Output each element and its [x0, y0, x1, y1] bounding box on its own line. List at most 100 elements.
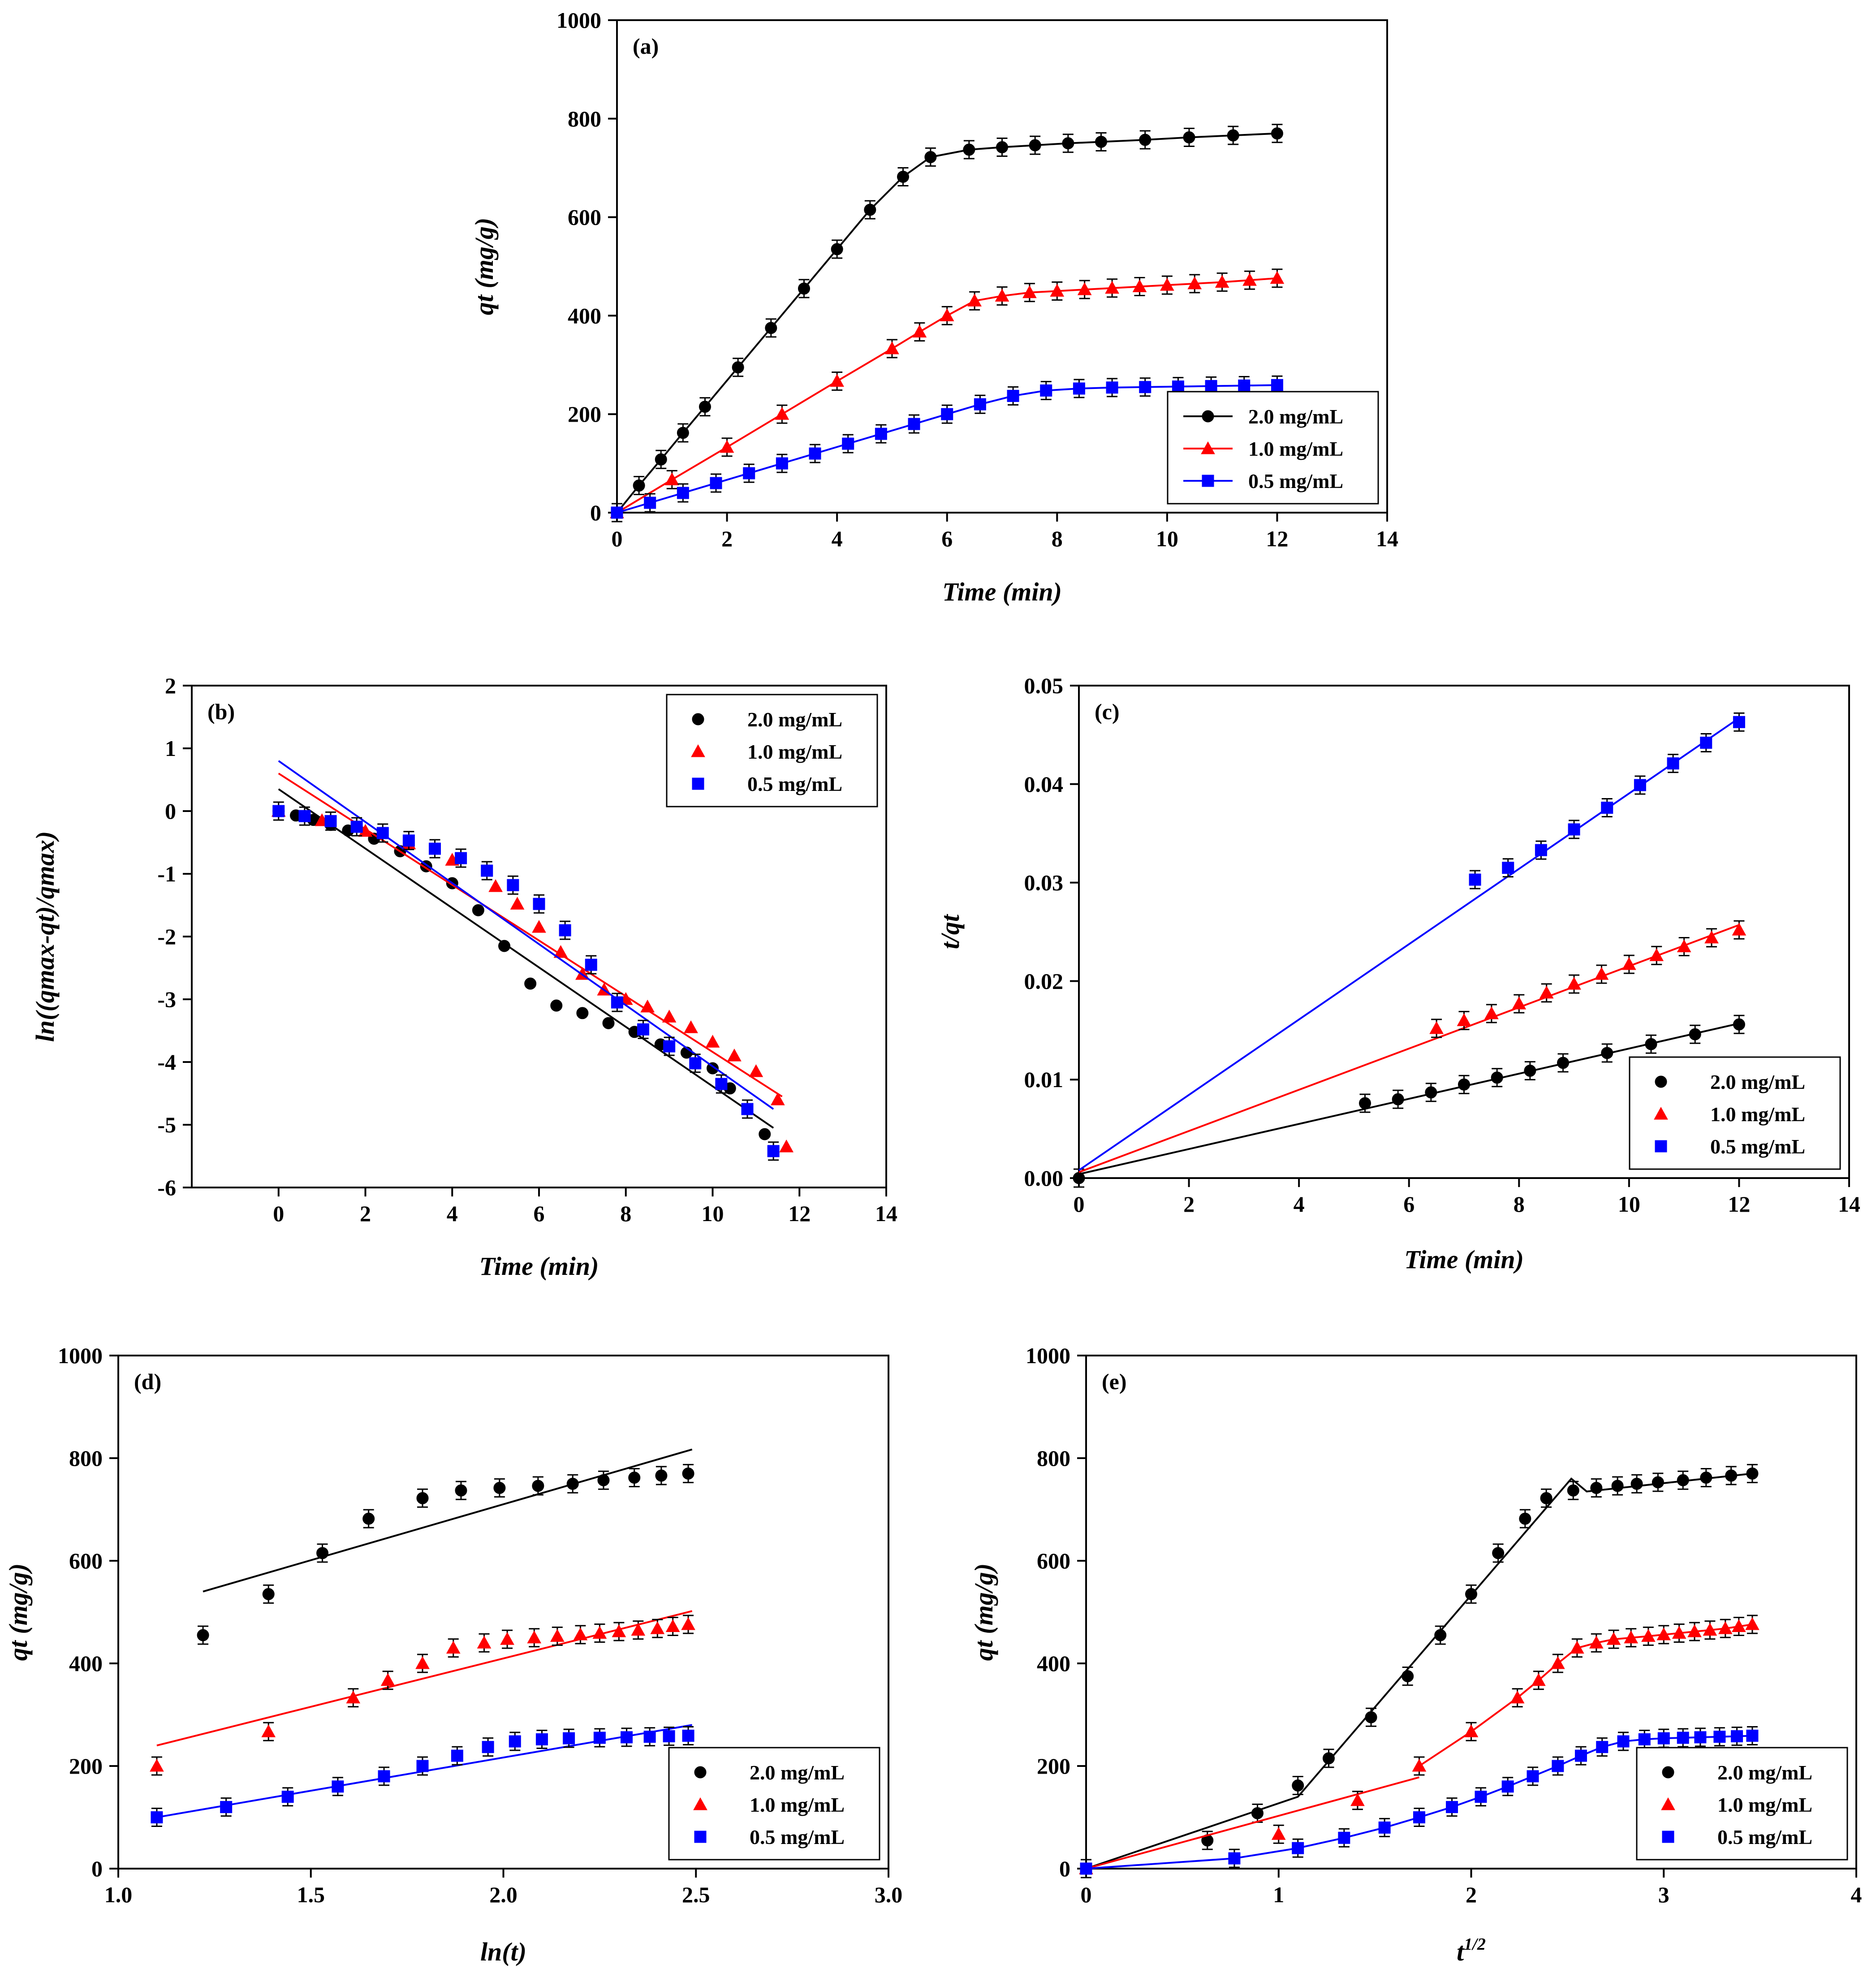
panel-e-legend-marker	[1662, 1831, 1674, 1843]
panel-a-data-point	[1271, 127, 1283, 140]
panel-c-ytick-label: 0.03	[1024, 870, 1064, 895]
panel-e-data-point	[1527, 1770, 1539, 1783]
panel-e-data-point	[1228, 1852, 1241, 1865]
panel-b-data-point	[498, 940, 510, 952]
panel-b-legend-label: 2.0 mg/mL	[747, 708, 842, 731]
panel-e-legend-label: 0.5 mg/mL	[1717, 1826, 1812, 1848]
panel-a-data-point	[831, 243, 843, 255]
panel-d-data-point	[332, 1780, 344, 1793]
panel-d-data-point	[665, 1619, 680, 1632]
panel-d-data-point	[380, 1673, 395, 1686]
panel-d-fit-line	[156, 1610, 693, 1747]
panel-e-data-point	[1465, 1588, 1477, 1600]
panel-e-data-point	[1434, 1629, 1447, 1641]
panel-e-data-point	[1713, 1731, 1726, 1743]
panel-b-data-point	[727, 1048, 742, 1062]
panel-e-ytick-label: 800	[1037, 1446, 1070, 1471]
panel-d-chart: 1.0 1.5 2.0 2.5 3.0 0 200 400 600 800 1000 ln(t) qt …	[4, 1343, 902, 1966]
panel-a-legend: 2.0 mg/mL 1.0 mg/mL 0.5 mg/mL	[1167, 391, 1379, 505]
panel-b-series-2	[272, 760, 780, 1161]
panel-c-data-point	[1733, 1018, 1745, 1031]
panel-b-ytick-label: -4	[157, 1049, 176, 1075]
panel-d-legend: 2.0 mg/mL 1.0 mg/mL 0.5 mg/mL	[668, 1747, 880, 1861]
panel-a-data-point	[885, 341, 899, 354]
panel-e-data-point	[1677, 1732, 1689, 1744]
panel-d-ytick-label: 200	[69, 1753, 103, 1779]
panel-a-legend-label: 0.5 mg/mL	[1248, 470, 1343, 492]
panel-b-legend: 2.0 mg/mL 1.0 mg/mL 0.5 mg/mL	[666, 694, 878, 807]
panel-a-data-point	[912, 324, 927, 338]
panel-d-data-point	[650, 1621, 665, 1634]
panel-d-fit-line	[203, 1448, 693, 1593]
panel-e-ylabel: qt (mg/g)	[969, 1563, 998, 1661]
panel-d-data-point	[416, 1492, 429, 1504]
panel-a-data-point	[611, 506, 623, 519]
panel-a-legend-marker	[1202, 410, 1214, 423]
panel-b-series-0	[272, 788, 774, 1140]
panel-e-data-point	[1718, 1621, 1733, 1634]
panel-c-legend: 2.0 mg/mL 1.0 mg/mL 0.5 mg/mL	[1629, 1056, 1841, 1170]
panel-a-data-point	[809, 447, 821, 460]
panel-c-data-point	[1601, 1047, 1613, 1059]
panel-a-data-point	[995, 289, 1009, 302]
panel-b-xlabel: Time (min)	[479, 1252, 599, 1281]
panel-c-legend-marker	[1655, 1075, 1667, 1088]
panel-d-legend-label: 1.0 mg/mL	[750, 1793, 845, 1816]
panel-d-ylabel: qt (mg/g)	[4, 1563, 33, 1661]
panel-c-data-point	[1358, 1097, 1371, 1110]
panel-c-ylabel: t/qt	[936, 914, 965, 949]
panel-e-xlabel-sup: 1/2	[1464, 1935, 1486, 1954]
panel-c-xtick-label: 14	[1838, 1192, 1860, 1217]
panel-a-ytick-label: 800	[568, 106, 601, 131]
panel-a-data-point	[1040, 384, 1052, 397]
panel-c-legend-label: 0.5 mg/mL	[1710, 1135, 1805, 1158]
panel-a-xtick-label: 14	[1376, 526, 1398, 551]
panel-d-data-point	[362, 1512, 375, 1525]
panel-b-legend-marker	[692, 777, 704, 790]
panel-d-data-point	[592, 1626, 607, 1639]
panel-e-data-point	[1638, 1733, 1651, 1745]
panel-d-data-point	[150, 1758, 164, 1772]
panel-a-ytick-label: 0	[590, 500, 601, 525]
panel-c-xtick-label: 10	[1618, 1192, 1640, 1217]
panel-e-data-point	[1574, 1749, 1587, 1762]
panel-b-legend-marker	[692, 713, 704, 725]
panel-e-xtick-label: 3	[1658, 1882, 1669, 1907]
panel-e-data-point	[1694, 1731, 1707, 1744]
panel-d-xtick-label: 3.0	[875, 1882, 903, 1907]
panel-b-data-point	[376, 827, 389, 839]
panel-e-data-point	[1567, 1484, 1579, 1497]
panel-e-xtick-label: 1	[1273, 1882, 1284, 1907]
panel-a-data-point	[644, 497, 656, 509]
panel-d-data-point	[682, 1729, 694, 1742]
panel-d-data-point	[261, 1724, 276, 1737]
panel-d-xlabel: ln(t)	[480, 1937, 526, 1966]
panel-a-data-point	[830, 374, 844, 387]
panel-d-data-point	[535, 1733, 548, 1745]
panel-e-data-point	[1606, 1632, 1621, 1645]
panel-e-ytick-label: 200	[1037, 1753, 1070, 1779]
panel-b-ytick-label: 1	[165, 736, 176, 761]
panel-b-data-point	[770, 1092, 785, 1105]
panel-b-data-point	[510, 897, 525, 910]
panel-a-series-0	[611, 124, 1283, 522]
panel-a-data-point	[1183, 131, 1195, 144]
panel-e-data-point	[1745, 1617, 1760, 1630]
panel-b-data-point	[472, 904, 484, 916]
panel-a-data-point	[677, 487, 689, 499]
panel-a-data-point	[677, 427, 689, 439]
panel-a-data-point	[1187, 276, 1202, 289]
panel-b-data-point	[481, 864, 493, 877]
panel-c-xtick-label: 12	[1728, 1192, 1750, 1217]
panel-c-xlabel: Time (min)	[1404, 1245, 1524, 1274]
panel-d-ytick-label: 1000	[58, 1343, 103, 1368]
panel-e-data-point	[1624, 1630, 1639, 1644]
panel-e-data-point	[1732, 1619, 1746, 1632]
panel-d-data-point	[563, 1732, 575, 1744]
panel-d-data-point	[220, 1801, 233, 1814]
panel-a-data-point	[765, 322, 777, 334]
panel-a-data-point	[1242, 273, 1257, 286]
panel-d-data-point	[500, 1632, 514, 1645]
panel-c-data-point	[1594, 967, 1609, 980]
panel-a-fit-line	[616, 277, 1277, 514]
